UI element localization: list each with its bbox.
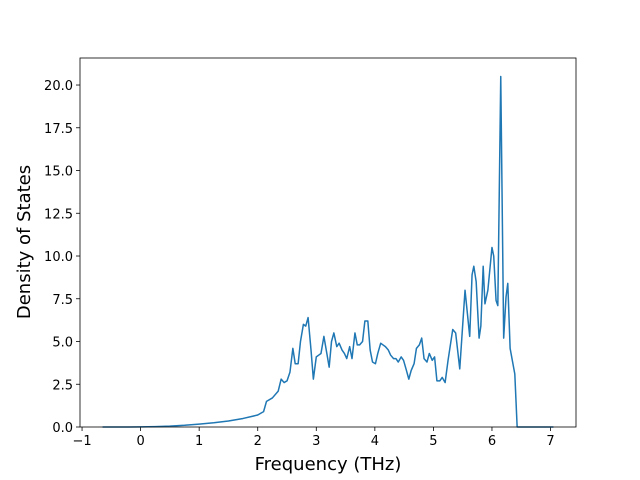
x-tick-label: 2	[254, 434, 262, 449]
y-tick-label: 12.5	[44, 207, 73, 222]
y-tick-label: 20.0	[44, 79, 73, 94]
plot-frame	[79, 57, 577, 428]
x-tick-label: 6	[488, 434, 496, 449]
y-tick-label: 0.0	[52, 421, 73, 436]
y-tick-label: 17.5	[44, 122, 73, 137]
x-tick-label: 1	[195, 434, 203, 449]
y-tick-label: 7.5	[52, 293, 73, 308]
x-tick-label: 0	[136, 434, 144, 449]
y-tick-label: 5.0	[52, 336, 73, 351]
x-tick-label: 4	[371, 434, 379, 449]
y-tick-label: 2.5	[52, 378, 73, 393]
x-axis-label: Frequency (THz)	[255, 454, 402, 475]
data-line	[102, 75, 554, 428]
x-tick-label: 3	[312, 434, 320, 449]
x-tick-label: 5	[429, 434, 437, 449]
x-tick-label: 7	[546, 434, 554, 449]
y-axis-label: Density of States	[14, 165, 35, 319]
y-tick-label: 15.0	[44, 165, 73, 180]
y-tick-label: 10.0	[44, 250, 73, 265]
x-tick-label: −1	[72, 434, 91, 449]
